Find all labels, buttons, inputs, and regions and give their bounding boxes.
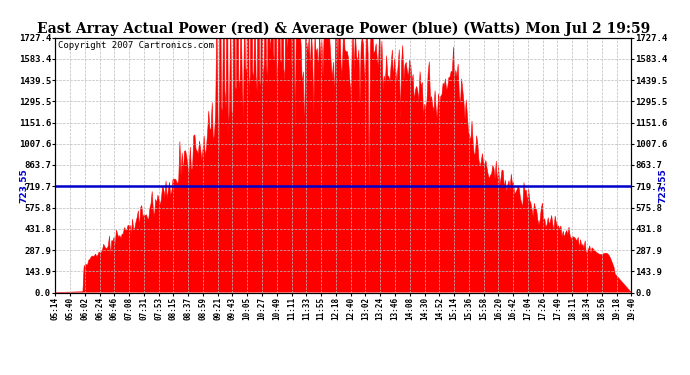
Text: Copyright 2007 Cartronics.com: Copyright 2007 Cartronics.com bbox=[58, 41, 214, 50]
Text: 723.55: 723.55 bbox=[658, 168, 667, 203]
Title: East Array Actual Power (red) & Average Power (blue) (Watts) Mon Jul 2 19:59: East Array Actual Power (red) & Average … bbox=[37, 22, 650, 36]
Text: 723.55: 723.55 bbox=[19, 168, 28, 203]
